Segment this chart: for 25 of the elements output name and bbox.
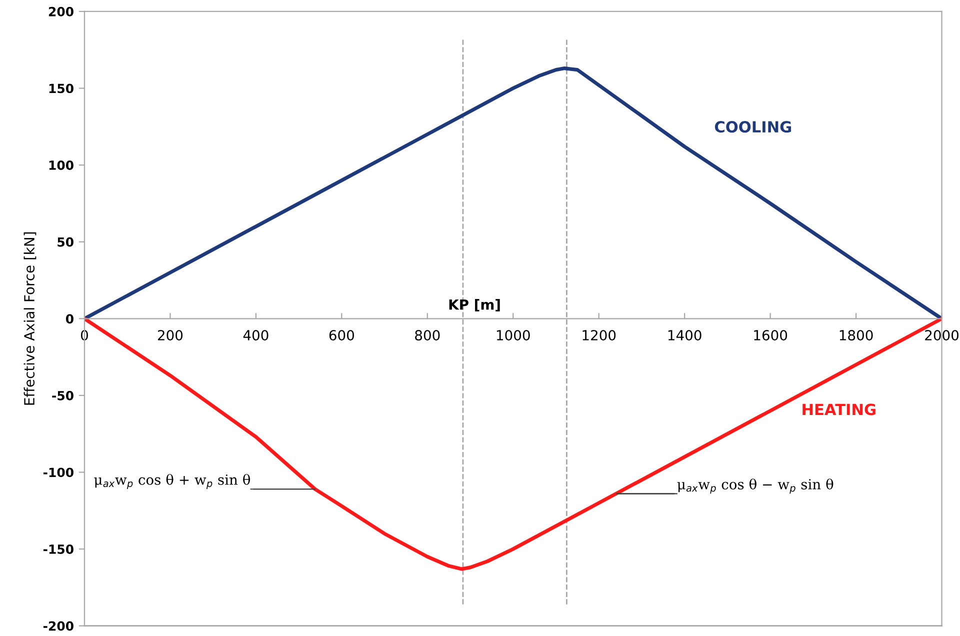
x-tick-label: 2000 <box>925 330 959 340</box>
y-tick-label: 200 <box>48 6 74 16</box>
series-label: COOLING <box>714 121 791 133</box>
x-tick-label: 400 <box>243 330 268 340</box>
y-tick-label: -200 <box>43 621 74 631</box>
annotation: μ$_{ax}$w$_{p}$ cos θ − w$_{p}$ sin θ <box>677 478 834 494</box>
x-tick-label: 600 <box>329 330 354 340</box>
y-axis-title: Effective Axial Force [kN] <box>24 232 36 405</box>
y-tick-label: 50 <box>58 237 74 247</box>
y-tick-label: -100 <box>43 468 74 478</box>
x-tick-label: 1800 <box>840 330 873 340</box>
y-tick-label: 150 <box>49 84 74 94</box>
x-tick-label: 200 <box>158 330 183 340</box>
annotation: μ$_{ax}$w$_{p}$ cos θ + w$_{p}$ sin θ <box>94 474 250 489</box>
series-label: HEATING <box>802 404 876 416</box>
y-tick-label: -150 <box>43 544 74 554</box>
x-tick-label: 1600 <box>754 330 788 340</box>
y-tick-label: 100 <box>49 160 74 170</box>
x-tick-label: 1200 <box>582 330 616 340</box>
x-tick-label: 1000 <box>496 330 530 340</box>
x-axis-title: KP [m] <box>449 299 500 312</box>
y-tick-label: -50 <box>52 390 74 400</box>
x-tick-label: 800 <box>415 330 440 340</box>
y-tick-label: 0 <box>66 314 74 324</box>
x-tick-label: 1400 <box>668 330 702 340</box>
